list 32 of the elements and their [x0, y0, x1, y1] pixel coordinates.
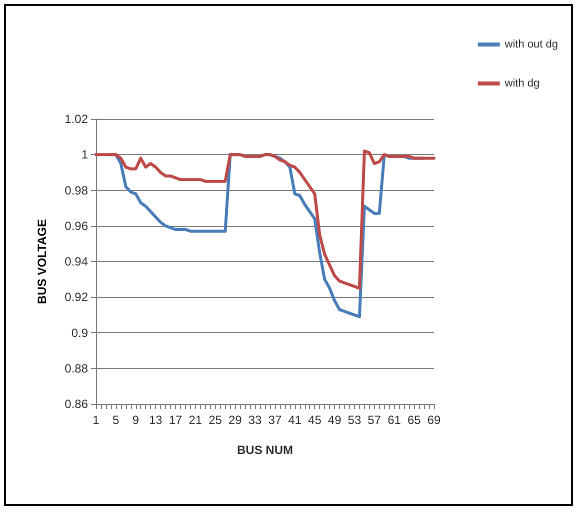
x-tick-label: 61: [388, 413, 402, 427]
x-tick-label: 33: [248, 413, 262, 427]
y-tick-label: 0.86: [64, 397, 88, 411]
x-tick-label: 21: [188, 413, 202, 427]
x-axis-title: BUS NUM: [237, 443, 293, 457]
y-tick-label: 0.98: [64, 183, 88, 198]
x-tick-label: 53: [348, 413, 362, 427]
y-tick-label: 0.96: [64, 218, 88, 233]
y-tick-label: 0.94: [64, 254, 88, 268]
legend-label: with out dg: [504, 38, 558, 50]
y-tick-label: 0.88: [64, 361, 88, 376]
y-tick-label: 1.02: [64, 112, 88, 126]
x-tick-label: 69: [427, 413, 441, 427]
x-tick-label: 57: [368, 413, 382, 427]
x-tick-label: 13: [148, 413, 163, 427]
y-tick-label: 0.92: [64, 290, 88, 304]
y-tick-label: 1: [81, 148, 88, 162]
line-series: [94, 150, 436, 290]
legend-label: with dg: [504, 78, 540, 90]
y-tick-label: 0.9: [71, 326, 88, 340]
x-tick-label: 37: [268, 413, 282, 427]
x-tick-label: 1: [92, 413, 100, 427]
x-tick-label: 17: [168, 413, 183, 427]
x-tick-label: 45: [308, 413, 322, 427]
y-axis-title: BUS VOLTAGE: [35, 219, 49, 304]
x-tick-label: 65: [407, 413, 422, 427]
x-tick-label: 25: [208, 413, 222, 427]
x-tick-label: 29: [228, 413, 242, 427]
x-tick-label: 41: [288, 413, 302, 427]
x-tick-label: 5: [112, 413, 120, 427]
x-tick-label: 9: [132, 413, 140, 427]
x-tick-label: 49: [328, 413, 342, 427]
